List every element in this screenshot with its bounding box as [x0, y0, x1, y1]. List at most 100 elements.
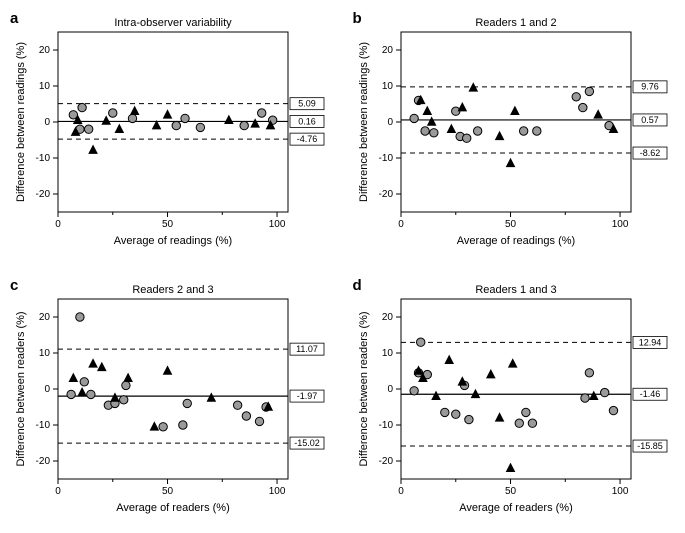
y-tick-label: 0 — [44, 384, 50, 395]
x-tick-label: 100 — [611, 486, 628, 497]
y-tick-label: -20 — [378, 189, 393, 200]
data-point-circle — [473, 127, 481, 135]
data-point-triangle — [78, 388, 86, 396]
y-tick-label: 10 — [39, 81, 51, 92]
data-point-triangle — [506, 159, 514, 167]
panel-d: dReaders 1 and 3050100-20-1001020Average… — [353, 277, 676, 524]
x-tick-label: 50 — [504, 219, 516, 230]
data-point-triangle — [207, 393, 215, 401]
data-point-circle — [196, 123, 204, 131]
data-point-circle — [78, 103, 86, 111]
data-point-circle — [120, 395, 128, 403]
panel-c: cReaders 2 and 3050100-20-1001020Average… — [10, 277, 333, 524]
data-point-triangle — [164, 110, 172, 118]
data-point-circle — [183, 399, 191, 407]
data-point-circle — [462, 134, 470, 142]
data-point-circle — [451, 410, 459, 418]
data-point-circle — [258, 109, 266, 117]
ref-label-text: 12.94 — [638, 337, 661, 347]
plot-frame — [401, 299, 631, 479]
x-tick-label: 0 — [55, 219, 61, 230]
ref-label-text: -15.02 — [294, 437, 320, 447]
data-point-triangle — [447, 125, 455, 133]
panel-b: bReaders 1 and 2050100-20-1001020Average… — [353, 10, 676, 257]
panel-a: aIntra-observer variability050100-20-100… — [10, 10, 333, 257]
data-point-triangle — [495, 132, 503, 140]
y-tick-label: -10 — [36, 420, 51, 431]
ref-label-text: 0.16 — [298, 116, 316, 126]
data-point-circle — [585, 87, 593, 95]
chart-title: Readers 1 and 3 — [475, 284, 556, 296]
data-point-circle — [181, 114, 189, 122]
chart-title: Readers 1 and 2 — [475, 17, 556, 29]
data-point-circle — [416, 338, 424, 346]
data-point-circle — [515, 419, 523, 427]
x-tick-label: 0 — [398, 486, 404, 497]
data-point-triangle — [251, 119, 259, 127]
data-point-triangle — [225, 116, 233, 124]
ref-label-text: -4.76 — [297, 134, 318, 144]
x-tick-label: 100 — [611, 219, 628, 230]
data-point-triangle — [115, 125, 123, 133]
data-point-circle — [172, 121, 180, 129]
x-tick-label: 0 — [398, 219, 404, 230]
data-point-circle — [572, 93, 580, 101]
data-point-circle — [609, 406, 617, 414]
y-tick-label: 20 — [381, 312, 393, 323]
ref-label-text: -1.97 — [297, 390, 318, 400]
x-tick-label: 100 — [269, 219, 286, 230]
plot-frame — [401, 32, 631, 212]
data-point-circle — [122, 381, 130, 389]
y-tick-label: 0 — [44, 117, 50, 128]
data-point-circle — [409, 114, 417, 122]
y-tick-label: -20 — [36, 456, 51, 467]
x-tick-label: 50 — [162, 486, 174, 497]
data-point-circle — [128, 114, 136, 122]
y-tick-label: 20 — [381, 45, 393, 56]
data-point-triangle — [102, 116, 110, 124]
x-tick-label: 50 — [504, 486, 516, 497]
data-point-triangle — [89, 146, 97, 154]
y-tick-label: 10 — [381, 81, 393, 92]
data-point-triangle — [98, 362, 106, 370]
x-tick-label: 50 — [162, 219, 174, 230]
plot-frame — [58, 299, 288, 479]
ref-label-text: -8.62 — [639, 148, 660, 158]
chart-svg: Readers 2 and 3050100-20-1001020Average … — [10, 277, 330, 517]
y-tick-label: 10 — [39, 348, 51, 359]
data-point-triangle — [495, 413, 503, 421]
data-point-triangle — [89, 359, 97, 367]
y-axis-title: Difference between readers (%) — [358, 311, 370, 466]
x-axis-title: Average of readers (%) — [459, 502, 573, 514]
data-point-circle — [76, 312, 84, 320]
chart-svg: Readers 1 and 3050100-20-1001020Average … — [353, 277, 673, 517]
y-tick-label: -10 — [378, 153, 393, 164]
data-point-circle — [585, 368, 593, 376]
y-tick-label: 20 — [39, 312, 51, 323]
data-point-circle — [600, 388, 608, 396]
y-axis-title: Difference between readings (%) — [358, 42, 370, 202]
y-axis-title: Difference between readings (%) — [15, 42, 27, 202]
y-tick-label: -10 — [378, 420, 393, 431]
data-point-circle — [255, 417, 263, 425]
panel-letter: b — [353, 10, 362, 27]
data-point-circle — [67, 390, 75, 398]
data-point-circle — [179, 420, 187, 428]
panel-letter: d — [353, 277, 362, 294]
data-point-triangle — [508, 359, 516, 367]
data-point-circle — [429, 129, 437, 137]
data-point-triangle — [427, 118, 435, 126]
data-point-triangle — [506, 463, 514, 471]
data-point-triangle — [510, 107, 518, 115]
data-point-circle — [580, 393, 588, 401]
chart-title: Readers 2 and 3 — [132, 284, 213, 296]
data-point-circle — [80, 377, 88, 385]
data-point-triangle — [150, 422, 158, 430]
data-point-circle — [242, 411, 250, 419]
y-axis-title: Difference between readers (%) — [15, 311, 27, 466]
data-point-circle — [159, 422, 167, 430]
data-point-triangle — [124, 373, 132, 381]
data-point-circle — [240, 121, 248, 129]
ref-label-text: -1.46 — [639, 389, 660, 399]
y-tick-label: 0 — [387, 384, 393, 395]
